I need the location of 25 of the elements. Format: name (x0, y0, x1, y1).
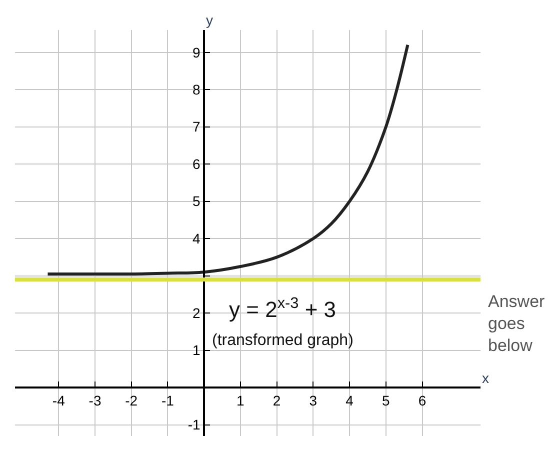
y-tick-label: 5 (192, 193, 200, 210)
text: Answer goes below (488, 292, 546, 356)
x-tick-label: -2 (125, 392, 138, 408)
y-tick-label: 8 (192, 82, 200, 98)
x-tick-label: 1 (236, 392, 245, 408)
x-tick-label: 5 (382, 392, 390, 408)
y-tick-label: 1 (192, 342, 200, 358)
y-axis-title: y (206, 12, 213, 28)
x-tick-label: -3 (88, 392, 102, 408)
annotation: y = 2$^{x-3}$ + 3 (229, 295, 336, 322)
x-tick-label: 3 (309, 392, 318, 408)
annotation: (transformed graph) (212, 332, 354, 349)
x-tick-label: -4 (52, 392, 66, 408)
y-tick-label: 9 (192, 44, 200, 60)
y-tick-label: 2 (192, 304, 200, 321)
y-tick-label: 6 (192, 156, 200, 172)
x-tick-label: 6 (418, 392, 426, 408)
y-tick-label: -1 (188, 416, 200, 433)
line-series (46, 43, 410, 276)
x-tick-label: 4 (346, 392, 354, 408)
x-axis-title: x (482, 370, 489, 386)
y-tick-label: 7 (192, 118, 200, 135)
x-tick-label: 2 (272, 392, 281, 408)
x-tick-label: -1 (162, 392, 174, 408)
y-tick-label: 4 (192, 230, 200, 246)
